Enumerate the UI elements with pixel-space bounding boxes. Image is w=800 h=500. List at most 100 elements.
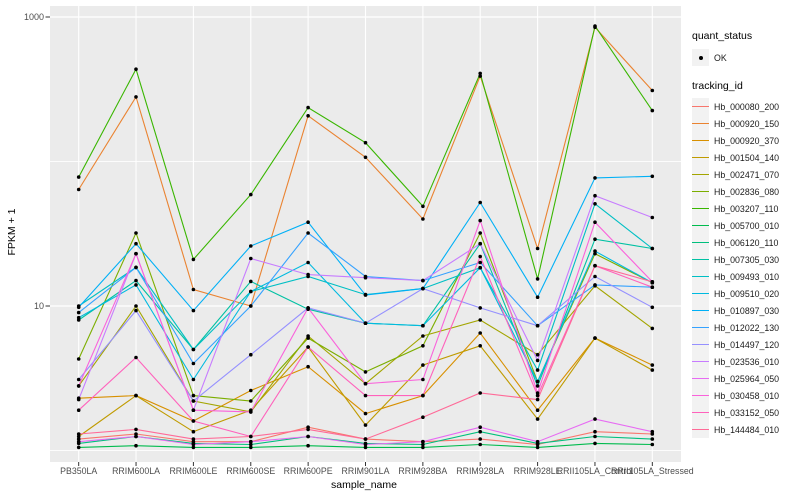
data-point-Hb_012022_130-RRIM600LA [134,265,138,270]
legend-key-Hb_006120_110 [692,234,709,251]
data-point-Hb_010897_030-RRIM600LA [134,241,138,246]
data-point-Hb_009510_020-RRIM928BA [421,323,425,328]
x-axis-title: sample_name [331,479,397,491]
legend-key-ok [692,49,709,66]
data-point-Hb_002836_080-RRIM928LA [478,231,483,235]
data-point-Hb_025964_050-RRIM600LA [134,434,138,439]
x-tick-label-RRIM600LE: RRIM600LE [169,466,218,476]
data-point-Hb_023536_010-RRIM901LA [363,275,368,280]
legend-key-Hb_033152_050 [692,404,709,421]
data-point-Hb_009493_010-RRII105LA_Control [593,202,597,206]
data-point-Hb_025964_050-RRIM600LE [191,442,196,447]
legend-label-Hb_002471_070: Hb_002471_070 [714,169,780,180]
data-point-Hb_023536_010-RRIM928LA [478,241,483,246]
legend: quant_status OK tracking_id Hb_000080_20… [692,30,800,438]
legend-label-Hb_006120_110: Hb_006120_110 [714,237,779,248]
data-point-Hb_025964_050-RRIM600PE [306,434,310,439]
data-point-Hb_001504_140-RRIM928LE [535,417,540,421]
data-point-Hb_002471_070-RRIM928BA [421,334,425,338]
data-point-Hb_003207_110-RRIM600SE [249,192,253,197]
data-point-Hb_000920_150-RRIM901LA [363,155,368,160]
data-point-Hb_023536_010-RRIM928BA [421,278,425,283]
data-point-Hb_009510_020-RRIM600PE [306,260,310,265]
legend-line-icon [692,174,709,175]
data-point-Hb_033152_050-RRIM600LA [134,355,138,360]
legend-key-Hb_009493_010 [692,268,709,285]
data-point-Hb_025964_050-RRIM600SE [249,439,253,444]
legend-line-icon [692,412,709,413]
data-point-Hb_002836_080-RRIM600PE [306,336,310,340]
data-point-Hb_005700_010-RRIM600SE [249,445,253,450]
data-point-Hb_001504_140-RRIM901LA [363,423,368,427]
legend-label-Hb_000920_150: Hb_000920_150 [714,118,780,129]
data-point-Hb_144484_010-RRIM901LA [363,437,368,441]
data-point-Hb_009510_020-RRIM600LA [134,283,138,287]
data-point-Hb_002471_070-RRIM600LA [134,304,138,308]
data-point-Hb_023536_010-PB350LA [76,397,81,402]
y-tick-label-1000: 1000 [23,12,44,22]
data-point-Hb_009510_020-RRIM928LA [478,265,483,270]
legend-line-icon [692,191,709,192]
legend-label-Hb_009493_010: Hb_009493_010 [714,271,780,282]
data-point-Hb_033152_050-RRIM600LE [191,419,196,423]
data-point-Hb_009510_020-PB350LA [76,315,81,320]
legend-item-ok: OK [692,49,800,66]
x-tick-label-RRIM928LA: RRIM928LA [456,466,505,476]
legend-item-Hb_010897_030: Hb_010897_030 [692,302,800,319]
data-point-Hb_033152_050-RRIM928LA [478,254,483,259]
ok-point-icon [698,55,703,60]
data-point-Hb_003207_110-RRIM600LA [134,67,138,71]
data-point-Hb_014497_120-RRIM928LA [478,306,483,310]
data-point-Hb_144484_010-RRIM600PE [306,427,310,432]
legend-item-Hb_000080_200: Hb_000080_200 [692,98,800,115]
data-point-Hb_144484_010-RRIM928LE [535,397,540,402]
x-tick-label-RRIM928BA: RRIM928BA [398,466,448,476]
legend-label-Hb_012022_130: Hb_012022_130 [714,322,780,333]
data-point-Hb_006120_110-RRII105LA_Control [593,434,597,439]
data-point-Hb_009510_020-RRII105LA_Control [593,249,597,253]
data-point-Hb_000920_150-RRIM600LE [191,287,196,292]
data-point-Hb_014497_120-RRIM600LA [134,308,138,313]
data-point-Hb_025964_050-RRII105LA_Control [593,417,597,421]
data-point-Hb_007305_030-RRIM928LE [535,384,540,388]
data-point-Hb_007305_030-RRII105LA_Control [593,237,597,241]
legend-line-icon [692,327,709,328]
data-point-Hb_030458_010-RRIM600LE [191,408,196,413]
data-point-Hb_003207_110-RRIM600PE [306,105,310,110]
data-point-Hb_002836_080-RRIM600LE [191,393,196,398]
data-point-Hb_144484_010-RRIM600SE [249,434,253,439]
data-point-Hb_010897_030-RRIM928LA [478,200,483,205]
data-point-Hb_010897_030-PB350LA [76,305,81,310]
legend-label-Hb_005700_010: Hb_005700_010 [714,220,780,231]
legend-label-Hb_000920_370: Hb_000920_370 [714,135,780,146]
data-point-Hb_000920_370-RRIM928LE [535,408,540,413]
y-axis-title: FPKM + 1 [6,208,18,256]
data-point-Hb_005700_010-RRIM928BA [421,445,425,450]
data-point-Hb_000920_150-PB350LA [76,187,81,192]
data-point-Hb_012022_130-RRIM600SE [249,304,253,308]
data-point-Hb_025964_050-RRIM928BA [421,439,425,444]
legend-item-Hb_007305_030: Hb_007305_030 [692,251,800,268]
data-point-Hb_012022_130-PB350LA [76,310,81,315]
legend-key-Hb_005700_010 [692,217,709,234]
data-point-Hb_002471_070-RRII105LA_Stressed [650,326,655,331]
x-tick-label-RRIM600PE: RRIM600PE [283,466,333,476]
data-point-Hb_030458_010-RRIM928LA [478,218,483,223]
x-tick-label-RRIM928LE: RRIM928LE [513,466,562,476]
data-point-Hb_003207_110-RRIM928LE [535,277,540,281]
data-point-Hb_009510_020-RRIM600SE [249,289,253,294]
data-point-Hb_000920_150-RRIM928BA [421,217,425,221]
legend-label-Hb_023536_010: Hb_023536_010 [714,356,780,367]
data-point-Hb_014497_120-RRII105LA_Stressed [650,305,655,310]
legend-label-Hb_033152_050: Hb_033152_050 [714,407,780,418]
legend-line-icon [692,140,709,141]
data-point-Hb_009493_010-RRII105LA_Stressed [650,246,655,251]
data-point-Hb_000080_200-PB350LA [76,437,81,441]
x-tick-label-RRIM901LA: RRIM901LA [341,466,390,476]
data-point-Hb_144484_010-RRIM928BA [421,415,425,420]
data-point-Hb_014497_120-RRIM600SE [249,352,253,357]
data-point-Hb_001504_140-RRII105LA_Control [593,336,597,340]
data-point-Hb_014497_120-RRII105LA_Control [593,274,597,279]
data-point-Hb_009510_020-RRIM928LE [535,379,540,384]
data-point-Hb_014497_120-PB350LA [76,377,81,382]
